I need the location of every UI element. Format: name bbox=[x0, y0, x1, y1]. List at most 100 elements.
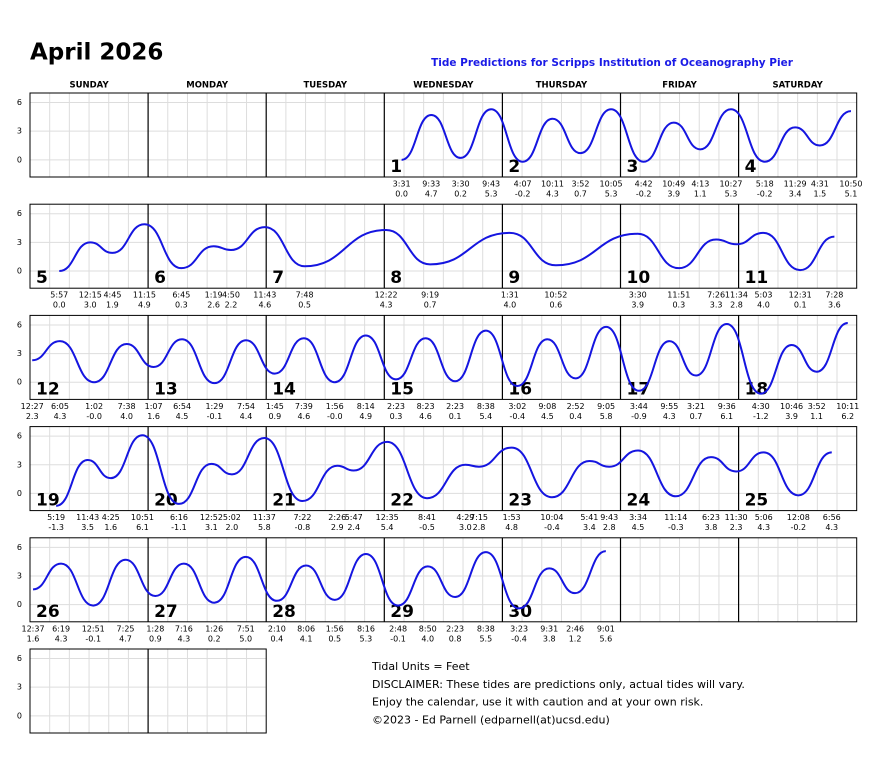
day-number: 17 bbox=[627, 379, 651, 399]
tide-height: -0.1 bbox=[207, 412, 223, 421]
tide-height: 0.0 bbox=[395, 190, 408, 199]
tide-height: 4.3 bbox=[825, 523, 838, 532]
day-number: 27 bbox=[154, 602, 178, 622]
tide-height: -0.2 bbox=[515, 190, 531, 199]
day-number: 1 bbox=[390, 157, 402, 177]
tide-height: 2.4 bbox=[347, 523, 360, 532]
day-number: 22 bbox=[390, 491, 414, 511]
y-tick-label: 3 bbox=[17, 683, 22, 692]
day-number: 21 bbox=[272, 491, 296, 511]
tide-time: 9:43 bbox=[482, 180, 500, 189]
tide-height: 4.3 bbox=[380, 301, 393, 310]
tide-height: 3.1 bbox=[205, 523, 218, 532]
y-tick-label: 3 bbox=[17, 238, 22, 247]
tide-time: 10:46 bbox=[780, 402, 803, 411]
tide-time: 1:07 bbox=[145, 402, 163, 411]
tide-time: 12:27 bbox=[21, 402, 44, 411]
tide-time: 6:16 bbox=[170, 513, 188, 522]
tide-time: 4:29 bbox=[456, 513, 474, 522]
day-number: 11 bbox=[745, 268, 769, 288]
tide-time: 4:45 bbox=[103, 291, 121, 300]
tide-height: 0.5 bbox=[298, 301, 311, 310]
y-tick-label: 6 bbox=[17, 654, 22, 663]
tide-time: 11:43 bbox=[253, 291, 276, 300]
tide-time: 3:21 bbox=[687, 402, 705, 411]
tide-time: 1:53 bbox=[503, 513, 521, 522]
tide-time: 3:52 bbox=[571, 180, 589, 189]
weekday-header: TUESDAY bbox=[303, 81, 347, 91]
day-number: 12 bbox=[36, 379, 60, 399]
tide-time: 5:03 bbox=[754, 291, 772, 300]
tide-time: 12:08 bbox=[787, 513, 810, 522]
tide-time: 3:30 bbox=[629, 291, 647, 300]
tide-height: 0.3 bbox=[672, 301, 685, 310]
tide-height: 4.3 bbox=[55, 634, 68, 643]
tide-time: 3:02 bbox=[508, 402, 526, 411]
tide-height: 4.0 bbox=[757, 301, 770, 310]
day-number: 8 bbox=[390, 268, 402, 288]
day-number: 7 bbox=[272, 268, 284, 288]
tide-time: 7:15 bbox=[470, 513, 488, 522]
tide-height: 0.4 bbox=[270, 634, 283, 643]
tide-curve bbox=[55, 434, 833, 507]
y-tick-label: 0 bbox=[17, 711, 22, 720]
day-number: 29 bbox=[390, 602, 414, 622]
tide-height: 0.4 bbox=[569, 412, 582, 421]
tide-time: 5:57 bbox=[50, 291, 68, 300]
tide-time: 10:52 bbox=[544, 291, 567, 300]
tide-time: 3:34 bbox=[629, 513, 647, 522]
tide-height: 0.7 bbox=[574, 190, 587, 199]
tide-time: 7:26 bbox=[707, 291, 725, 300]
tide-time: 9:55 bbox=[660, 402, 678, 411]
tide-time: 8:16 bbox=[357, 624, 375, 633]
tide-time: 1:45 bbox=[266, 402, 284, 411]
tide-time: 10:11 bbox=[836, 402, 859, 411]
tide-height: -0.0 bbox=[86, 412, 102, 421]
tide-time: 8:06 bbox=[297, 624, 315, 633]
tide-height: -0.9 bbox=[631, 412, 647, 421]
y-tick-label: 6 bbox=[17, 320, 22, 329]
title: April 2026 bbox=[30, 40, 163, 66]
tide-height: 5.3 bbox=[360, 634, 373, 643]
y-tick-label: 0 bbox=[17, 489, 22, 498]
tide-height: 5.8 bbox=[600, 412, 613, 421]
day-number: 28 bbox=[272, 602, 296, 622]
tide-height: 3.6 bbox=[828, 301, 841, 310]
y-tick-label: 3 bbox=[17, 349, 22, 358]
weekday-header: MONDAY bbox=[186, 81, 229, 91]
tide-time: 3:31 bbox=[393, 180, 411, 189]
tide-height: 3.3 bbox=[710, 301, 723, 310]
tide-time: 1:31 bbox=[501, 291, 519, 300]
weekday-header: WEDNESDAY bbox=[413, 81, 474, 91]
day-number: 18 bbox=[745, 379, 769, 399]
day-number: 4 bbox=[745, 157, 757, 177]
tide-time: 9:01 bbox=[597, 624, 615, 633]
day-number: 20 bbox=[154, 491, 178, 511]
tide-time: 4:50 bbox=[222, 291, 240, 300]
tide-height: -0.4 bbox=[544, 523, 560, 532]
tide-height: 4.0 bbox=[421, 634, 434, 643]
tide-height: -0.5 bbox=[419, 523, 435, 532]
tide-time: 1:56 bbox=[326, 624, 344, 633]
tide-time: 10:49 bbox=[662, 180, 685, 189]
tide-height: 1.1 bbox=[810, 412, 823, 421]
tide-time: 10:50 bbox=[839, 180, 862, 189]
tide-height: -1.3 bbox=[48, 523, 64, 532]
tide-height: 5.4 bbox=[479, 412, 492, 421]
tide-time: 2:23 bbox=[446, 402, 464, 411]
tide-time: 12:31 bbox=[789, 291, 812, 300]
tide-time: 9:33 bbox=[422, 180, 440, 189]
tide-time: 12:37 bbox=[22, 624, 45, 633]
tide-time: 1:26 bbox=[205, 624, 223, 633]
tide-height: 6.1 bbox=[720, 412, 733, 421]
tide-height: 4.6 bbox=[297, 412, 310, 421]
tide-height: -0.2 bbox=[757, 190, 773, 199]
tide-height: 0.7 bbox=[424, 301, 437, 310]
tide-height: 5.1 bbox=[845, 190, 858, 199]
tide-time: 10:11 bbox=[541, 180, 564, 189]
week-frame bbox=[29, 314, 858, 400]
tide-time: 12:15 bbox=[79, 291, 102, 300]
day-number: 14 bbox=[272, 379, 296, 399]
tide-time: 9:36 bbox=[718, 402, 736, 411]
